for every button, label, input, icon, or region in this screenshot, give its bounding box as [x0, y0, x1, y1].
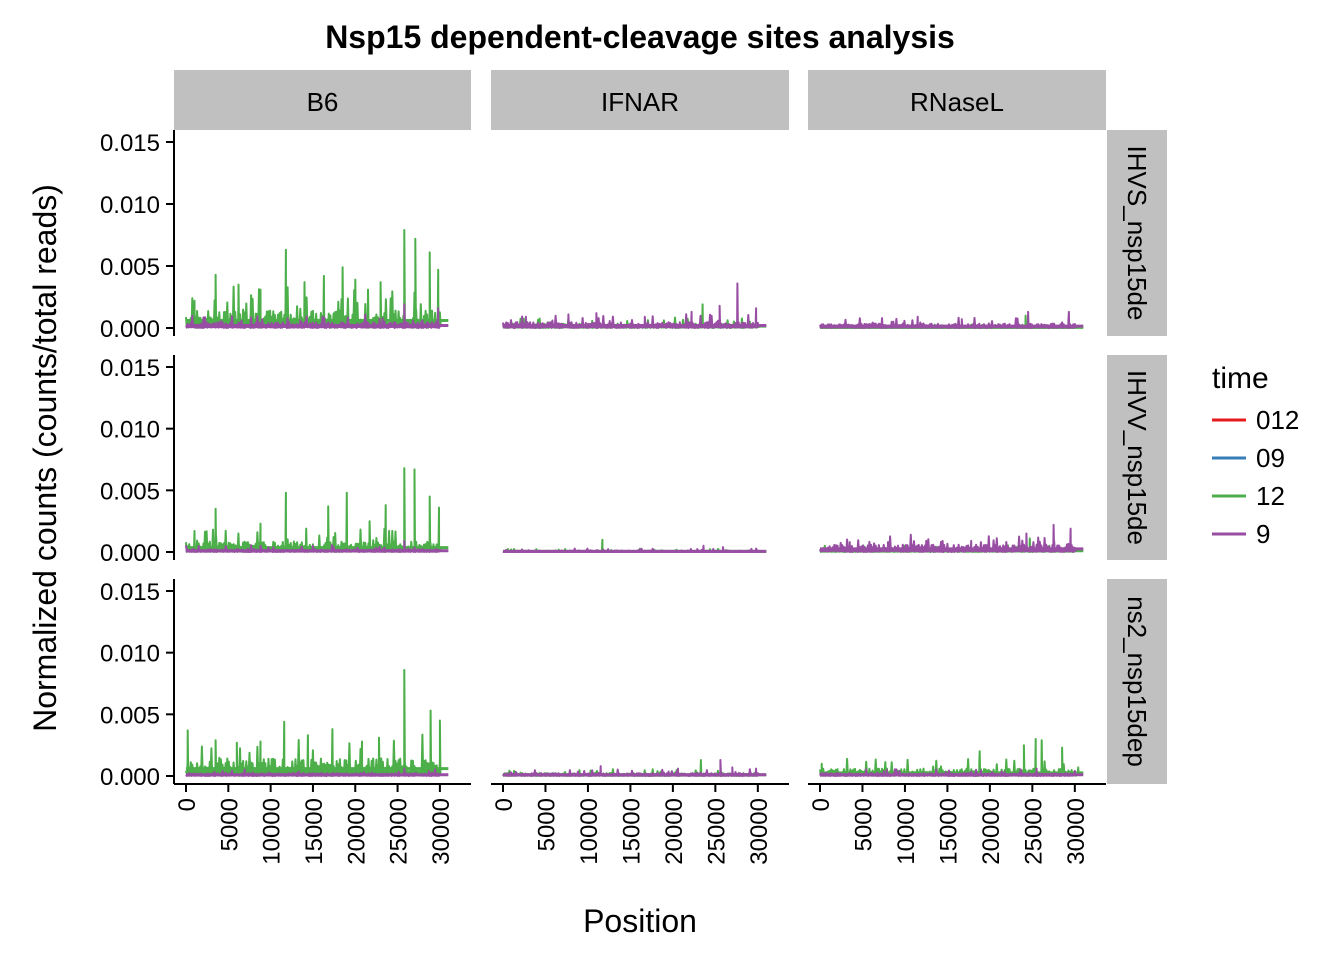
facet-strip-ifnar: [491, 70, 789, 130]
facet-row-strip-label: IHVS_nsp15de: [1122, 146, 1152, 321]
y-tick-label: 0.000: [100, 764, 160, 791]
legend: time 012 09 12 9: [1212, 362, 1299, 549]
x-tick-label: 5000: [850, 798, 877, 851]
x-tick-label: 15000: [935, 798, 962, 865]
panel-ifnar-row1: [502, 538, 767, 553]
x-tick-label: 20000: [978, 798, 1005, 865]
y-tick-label: 0.010: [100, 417, 160, 444]
x-tick-label: 15000: [301, 798, 328, 865]
x-tick-label: 15000: [618, 798, 645, 865]
x-tick-label: 30000: [428, 798, 455, 865]
x-tick-label: 10000: [259, 798, 286, 865]
legend-label-12: 12: [1256, 481, 1285, 511]
facet-row-strip: [1107, 355, 1167, 560]
legend-label-09: 09: [1256, 443, 1285, 473]
x-tick-label: 5000: [216, 798, 243, 851]
panel-b6-row2: [185, 668, 449, 777]
x-tick-label: 20000: [661, 798, 688, 865]
y-tick-label: 0.005: [100, 702, 160, 729]
facet-row-strip: [1107, 579, 1167, 784]
panel-ifnar-row2: [502, 759, 767, 777]
y-tick-label: 0.015: [100, 579, 160, 606]
chart-title: Nsp15 dependent-cleavage sites analysis: [325, 19, 955, 55]
y-axes: 0.000 0.005 0.010 0.015 0.000 0.005 0.010 0.015…: [100, 130, 175, 791]
y-tick-label: 0.015: [100, 130, 160, 157]
y-tick-label: 0.005: [100, 254, 160, 281]
x-tick-label: 25000: [703, 798, 730, 865]
facet-row-strip: [1107, 130, 1167, 336]
facet-strip-b6: [174, 70, 471, 130]
x-tick-label: 10000: [576, 798, 603, 865]
legend-label-012: 012: [1256, 405, 1299, 435]
panel-ifnar-row0: [502, 282, 767, 329]
x-tick-label: 25000: [1020, 798, 1047, 865]
x-tick-label: 0: [174, 798, 201, 811]
y-tick-label: 0.010: [100, 641, 160, 668]
y-tick-label: 0.005: [100, 478, 160, 505]
panel-b6-row1: [185, 467, 449, 553]
x-tick-label: 30000: [746, 798, 773, 865]
x-axes: 0 5000 10000 15000 20000 25000 30000 0 5000 10000…: [174, 783, 1106, 865]
x-tick-label: 0: [491, 798, 518, 811]
panel-b6-row0: [185, 229, 449, 329]
facet-column-strips: B6 IFNAR RNaseL: [174, 70, 1106, 130]
facet-row-strips: IHVS_nsp15de IHVV_nsp15de ns2_nsp15dep: [1107, 130, 1167, 784]
y-axis-title: Normalized counts (counts/total reads): [27, 184, 63, 732]
x-tick-label: 5000: [533, 798, 560, 851]
panel-rnasel-row1: [819, 523, 1084, 553]
series-line-12: [185, 467, 442, 553]
series-line-9: [502, 282, 760, 329]
x-tick-label: 10000: [893, 798, 920, 865]
legend-label-9: 9: [1256, 519, 1270, 549]
series-line-12: [185, 229, 442, 329]
x-axis-title: Position: [583, 903, 697, 939]
y-tick-label: 0.000: [100, 540, 160, 567]
facet-strip-rnasel: [808, 70, 1106, 130]
x-tick-label: 25000: [386, 798, 413, 865]
y-tick-label: 0.015: [100, 355, 160, 382]
facet-strip-label: B6: [307, 87, 339, 117]
y-tick-label: 0.010: [100, 192, 160, 219]
panel-rnasel-row0: [819, 310, 1084, 329]
x-tick-label: 0: [808, 798, 835, 811]
facet-panels: [185, 229, 1084, 777]
facet-row-strip-label: ns2_nsp15dep: [1122, 596, 1152, 767]
x-tick-label: 30000: [1063, 798, 1090, 865]
facet-strip-label: IFNAR: [601, 87, 679, 117]
y-tick-label: 0.000: [100, 316, 160, 343]
series-line-12: [185, 668, 442, 777]
x-tick-label: 20000: [343, 798, 370, 865]
legend-title: time: [1212, 362, 1269, 395]
facet-strip-label: RNaseL: [910, 87, 1004, 117]
panel-rnasel-row2: [819, 738, 1084, 777]
facet-row-strip-label: IHVV_nsp15de: [1122, 370, 1152, 545]
